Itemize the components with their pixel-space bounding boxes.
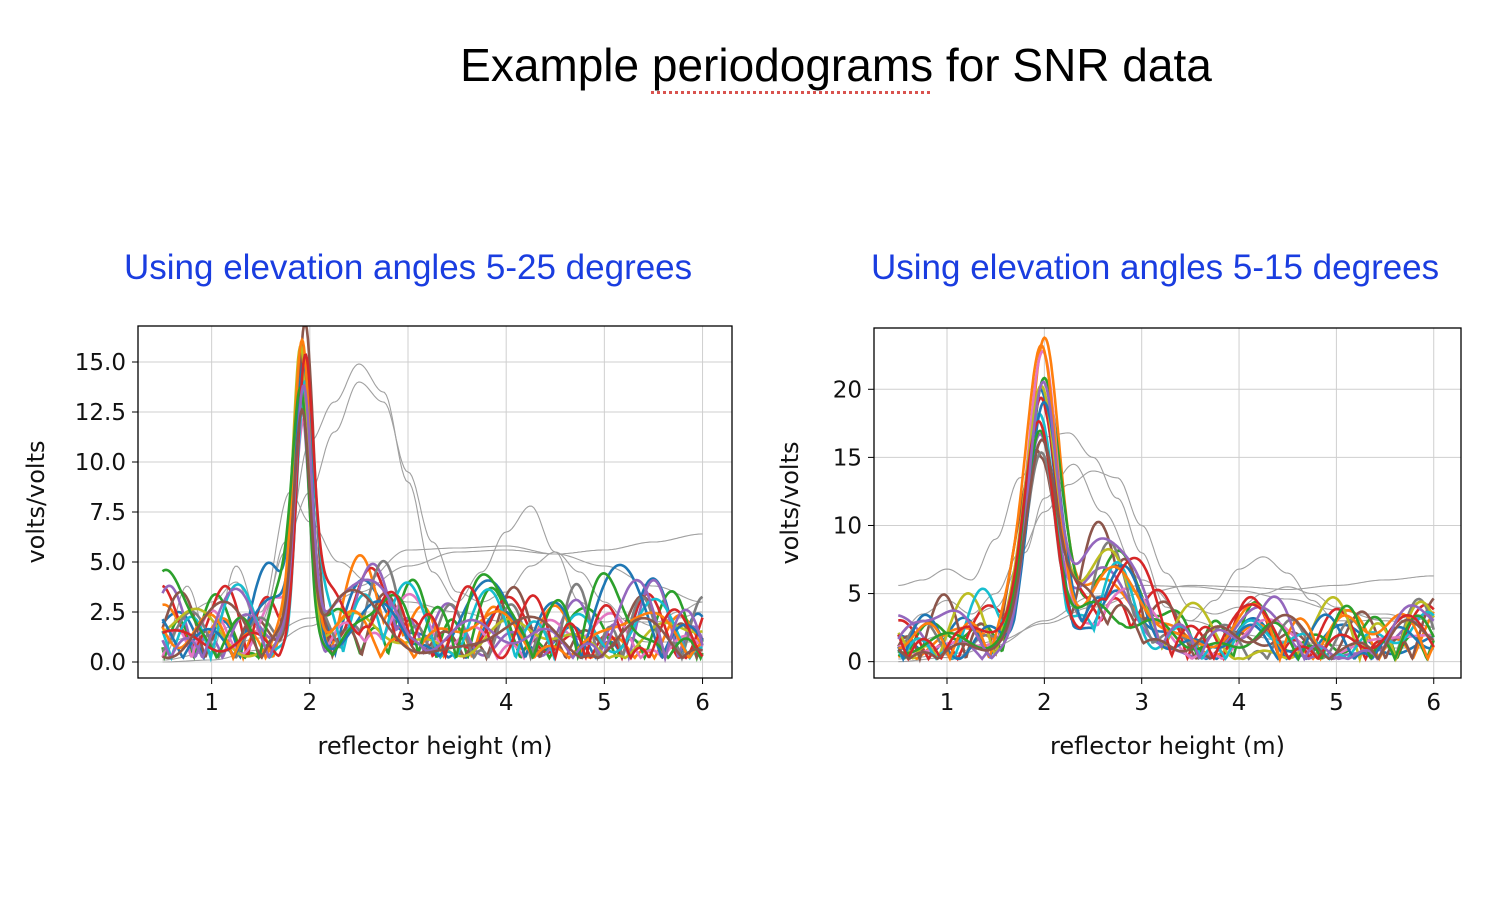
x-tick-label: 5: [597, 690, 612, 716]
series-colored-line: [897, 429, 1435, 662]
series-colored-line: [161, 383, 704, 663]
y-tick-label: 12.5: [75, 400, 126, 426]
plot-area: [161, 326, 704, 663]
y-tick-label: 0.0: [89, 650, 126, 676]
x-tick-label: 3: [1134, 690, 1149, 716]
series-colored-line: [897, 380, 1435, 662]
y-tick-label: 2.5: [89, 600, 126, 626]
y-tick-label: 5.0: [89, 550, 126, 576]
series-gray-line: [898, 432, 1434, 629]
y-tick-label: 15: [833, 445, 862, 471]
x-tick-label: 4: [499, 690, 514, 716]
x-axis-label: reflector height (m): [317, 732, 552, 760]
series-colored-line: [161, 380, 703, 663]
x-tick-label: 2: [1037, 690, 1052, 716]
periodogram-chart-left: 1 2 3 4 5 6 0.0 2.5 5.0 7.5 10.0 12.5 15.0 reflector …: [22, 325, 733, 760]
y-tick-label: 0: [847, 650, 862, 676]
axes-frame: [137, 325, 733, 679]
x-tick-label: 4: [1232, 690, 1247, 716]
x-tick-label: 6: [1426, 690, 1441, 716]
periodogram-chart-right: 1 2 3 4 5 6 0 5 10 15 20 reflector height (m) volts/…: [776, 327, 1462, 760]
slide-title-underlined: periodograms: [651, 39, 934, 91]
y-tick-label: 15.0: [75, 350, 126, 376]
y-tick-label: 20: [833, 377, 862, 403]
series-colored-line: [162, 407, 704, 660]
panel-title-right: Using elevation angles 5-15 degrees: [871, 248, 1440, 287]
y-tick-label: 10.0: [75, 450, 126, 476]
slide-title-pre: Example: [460, 39, 652, 91]
y-axis-label: volts/volts: [22, 440, 50, 563]
grid: [874, 328, 1461, 678]
y-axis-label: volts/volts: [776, 441, 804, 564]
x-tick-label: 1: [940, 690, 955, 716]
x-tick-label: 3: [401, 690, 416, 716]
slide-title: Example periodograms for SNR data: [0, 38, 1512, 92]
series-colored-line: [897, 438, 1435, 661]
series-gray-line: [898, 575, 1434, 660]
series-gray-line: [162, 545, 703, 663]
grid: [138, 326, 732, 678]
slide-title-post: for SNR data: [933, 39, 1212, 91]
x-tick-label: 2: [302, 690, 317, 716]
y-tick-label: 5: [847, 582, 862, 608]
series-gray-line: [898, 463, 1434, 649]
panel-title-left: Using elevation angles 5-25 degrees: [124, 248, 693, 287]
y-tick-label: 10: [833, 513, 862, 539]
series-colored-line: [897, 376, 1435, 662]
x-axis-label: reflector height (m): [1050, 732, 1285, 760]
series-colored-line: [162, 353, 704, 662]
series-colored-line: [897, 400, 1434, 663]
axes-frame: [873, 327, 1462, 679]
series-colored-line: [161, 386, 704, 662]
y-tick-label: 7.5: [89, 500, 126, 526]
x-tick-label: 5: [1329, 690, 1344, 716]
plot-area: [897, 336, 1435, 664]
x-tick-label: 1: [204, 690, 219, 716]
x-tick-label: 6: [695, 690, 710, 716]
series-gray-line: [162, 363, 703, 653]
